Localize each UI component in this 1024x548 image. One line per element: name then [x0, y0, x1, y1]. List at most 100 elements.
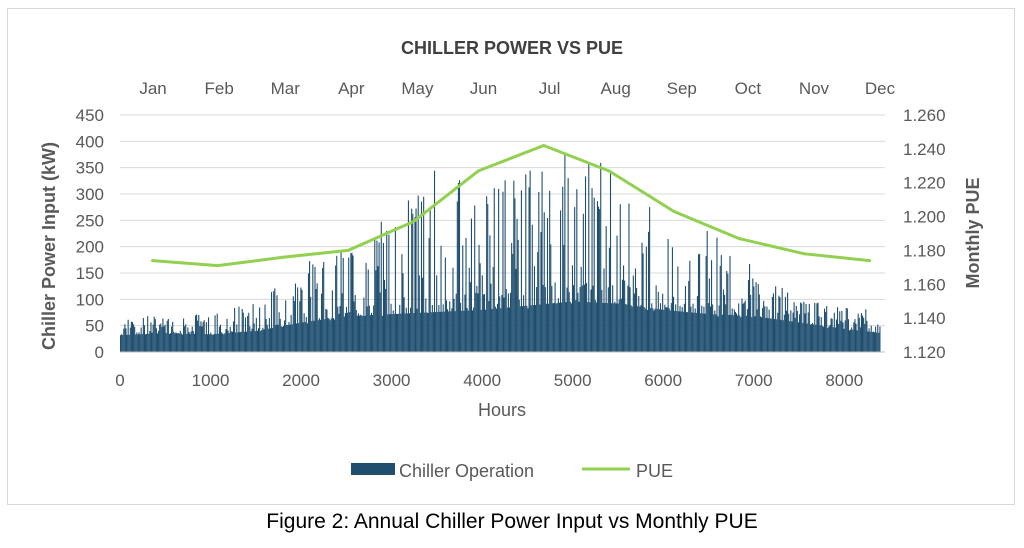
x-tick-label: 5000 — [554, 371, 592, 390]
chiller-bar — [851, 327, 853, 352]
chiller-bar — [505, 289, 507, 352]
chiller-bar — [815, 324, 817, 352]
chiller-bar — [754, 316, 756, 352]
chiller-bar — [272, 327, 274, 352]
chiller-bar — [344, 313, 346, 352]
chiller-bar — [265, 318, 267, 352]
chiller-bar — [724, 294, 726, 352]
chiller-bar — [618, 299, 620, 352]
chiller-bar — [389, 314, 391, 352]
chiller-bar — [820, 317, 822, 352]
chiller-bar — [200, 321, 202, 352]
chiller-bar — [362, 315, 364, 352]
chiller-bar — [361, 315, 363, 352]
chiller-bar — [869, 331, 871, 352]
chiller-bar — [230, 331, 232, 352]
chiller-bar — [455, 293, 457, 352]
chiller-bar — [223, 334, 225, 352]
chiller-bar — [642, 253, 644, 352]
chiller-bar — [714, 310, 716, 352]
chiller-bar — [731, 308, 733, 352]
chiller-bar — [832, 327, 834, 352]
chiller-bar — [852, 329, 854, 352]
chiller-bar — [669, 310, 671, 352]
chiller-bar — [825, 311, 827, 352]
chiller-bar — [857, 313, 859, 352]
month-label: Apr — [338, 79, 365, 98]
chiller-bar — [607, 287, 609, 352]
chiller-bar — [663, 309, 665, 352]
chiller-bar — [172, 321, 174, 352]
chiller-bar — [488, 301, 490, 352]
chiller-bar — [322, 268, 324, 352]
chiller-bar — [423, 196, 425, 352]
chiller-bar — [722, 289, 725, 352]
chiller-bar — [619, 204, 621, 352]
chiller-bar — [204, 334, 206, 352]
chiller-bar — [458, 180, 461, 352]
chiller-bar — [209, 334, 211, 352]
pue-series — [151, 143, 872, 268]
chiller-bar — [524, 305, 526, 352]
chiller-bar — [299, 301, 301, 352]
chiller-bar — [624, 280, 626, 352]
legend-label-chiller-operation: Chiller Operation — [399, 461, 534, 481]
chiller-bar — [211, 334, 213, 352]
chiller-bar — [140, 327, 142, 352]
y-tick-label: 150 — [76, 264, 104, 283]
chiller-bar — [219, 324, 222, 352]
chiller-bar — [720, 255, 722, 352]
chiller-bar — [584, 176, 587, 352]
chiller-bar — [352, 255, 354, 352]
month-label: Dec — [865, 79, 896, 98]
chiller-bar — [571, 265, 574, 352]
chiller-bar — [329, 320, 331, 352]
chiller-bar — [575, 300, 577, 352]
chiller-bar — [431, 304, 433, 352]
chiller-bar — [138, 332, 140, 352]
chiller-bar — [158, 330, 160, 352]
chiller-bar — [551, 285, 553, 352]
chiller-bar — [548, 303, 550, 352]
chiller-bar — [822, 326, 824, 352]
chiller-bar — [576, 189, 578, 352]
chiller-bar — [679, 306, 681, 352]
chiller-bar — [357, 313, 360, 352]
chiller-bar — [391, 314, 393, 352]
chiller-bar — [765, 317, 767, 352]
month-label: Mar — [271, 79, 301, 98]
pue-point — [802, 252, 806, 256]
chiller-bar — [860, 313, 863, 352]
chiller-bar — [752, 278, 754, 352]
chiller-bar — [523, 295, 525, 352]
chiller-bar — [835, 319, 838, 352]
chiller-bar — [867, 331, 869, 352]
chiller-bar — [161, 326, 163, 352]
chiller-bar — [135, 334, 137, 352]
chiller-bar — [239, 332, 241, 352]
chiller-bar — [561, 302, 563, 352]
axes: 0 50 100 150 200 250 300 350 400 450 1.120 1.140 1.1… — [76, 79, 946, 390]
chiller-bar — [557, 298, 559, 352]
chiller-bar — [827, 328, 829, 352]
y2-tick-label: 1.160 — [903, 275, 946, 294]
chiller-bar — [364, 315, 366, 352]
chiller-bar — [657, 291, 659, 352]
chiller-bar — [778, 295, 780, 352]
chiller-bar — [433, 170, 436, 352]
chiller-bar — [483, 294, 486, 352]
chiller-bar — [682, 311, 684, 352]
chiller-bar — [379, 292, 381, 352]
legend-label-pue: PUE — [636, 461, 673, 481]
chiller-bar — [743, 302, 745, 352]
chiller-bar — [661, 309, 663, 352]
chiller-bar — [277, 324, 279, 352]
chiller-bar — [285, 300, 287, 352]
chiller-bar — [647, 231, 650, 352]
chiller-bar — [174, 333, 176, 352]
chiller-bar — [578, 301, 580, 352]
chiller-bar — [633, 293, 635, 352]
chiller-bar — [275, 325, 277, 352]
chiller-bar — [499, 296, 501, 352]
chiller-bar — [130, 321, 132, 352]
